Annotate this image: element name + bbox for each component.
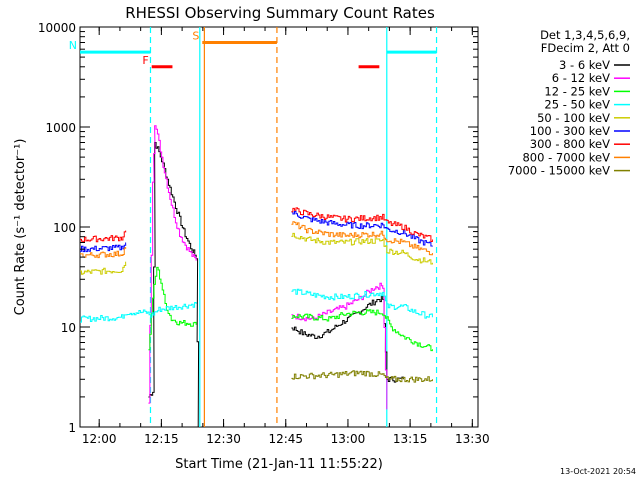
x-tick-label: 13:15: [393, 432, 428, 446]
x-axis-ticks: 12:00 12:15 12:30 12:45 13:00 13:15 13:30: [82, 27, 490, 446]
series-line-1: [148, 125, 197, 404]
flag-label: S: [192, 29, 199, 42]
x-axis-label: Start Time (21-Jan-11 11:55:22): [175, 457, 383, 472]
y-axis-label: Count Rate (s⁻¹ detector⁻¹): [13, 139, 28, 316]
legend-entry-label: 6 - 12 keV: [552, 71, 610, 85]
series-line-6: [291, 207, 433, 242]
flag-label: N: [69, 39, 77, 52]
x-tick-label: 13:30: [455, 432, 490, 446]
y-axis-ticks: 1 10 100 1000 10000: [38, 21, 478, 435]
x-tick-label: 12:15: [144, 432, 179, 446]
series-line-7: [291, 221, 433, 256]
legend: Det 1,3,4,5,6,9, FDecim 2, Att 0 3 - 6 k…: [508, 28, 630, 178]
plot-frame: [79, 26, 479, 428]
series-line-2: [148, 266, 197, 351]
series-line-3: [291, 288, 433, 319]
series-line-5: [291, 210, 433, 247]
series-line-7: [80, 247, 127, 259]
legend-entry-label: 100 - 300 keV: [530, 124, 610, 138]
flag-label: F: [142, 54, 148, 67]
y-tick-label: 1: [68, 421, 76, 435]
legend-header-line-1: Det 1,3,4,5,6,9,: [540, 28, 630, 42]
y-tick-label: 1000: [45, 121, 76, 135]
x-tick-label: 13:00: [331, 432, 366, 446]
timestamp: 13-Oct-2021 20:54: [560, 467, 636, 476]
y-tick-label: 10000: [38, 21, 76, 35]
series-line-6: [80, 230, 127, 243]
legend-entry-label: 12 - 25 keV: [544, 84, 610, 98]
x-tick-label: 12:00: [82, 432, 117, 446]
legend-entry-label: 800 - 7000 keV: [522, 150, 610, 164]
series-line-0: [148, 142, 200, 428]
chart-title: RHESSI Observing Summary Count Rates: [125, 4, 435, 22]
instrument-state-lines: [149, 27, 438, 427]
series-line-3: [80, 302, 197, 323]
legend-entry-label: 300 - 800 keV: [530, 137, 610, 151]
series-line-4: [291, 232, 433, 265]
y-tick-label: 10: [61, 321, 76, 335]
x-tick-label: 12:30: [206, 432, 241, 446]
legend-entry-label: 3 - 6 keV: [559, 58, 610, 72]
series-line-2: [291, 309, 433, 352]
legend-header-line-2: FDecim 2, Att 0: [541, 41, 630, 55]
y-tick-label: 100: [53, 221, 76, 235]
x-tick-label: 12:45: [268, 432, 303, 446]
series-line-8: [291, 370, 433, 383]
series-line-5: [80, 242, 127, 253]
legend-entry-label: 50 - 100 keV: [537, 111, 610, 125]
series-group: [80, 125, 433, 428]
series-line-4: [80, 261, 127, 275]
legend-entry-label: 7000 - 15000 keV: [508, 164, 610, 178]
flag-bars: N F S: [69, 29, 437, 69]
legend-entry-label: 25 - 50 keV: [544, 98, 610, 112]
